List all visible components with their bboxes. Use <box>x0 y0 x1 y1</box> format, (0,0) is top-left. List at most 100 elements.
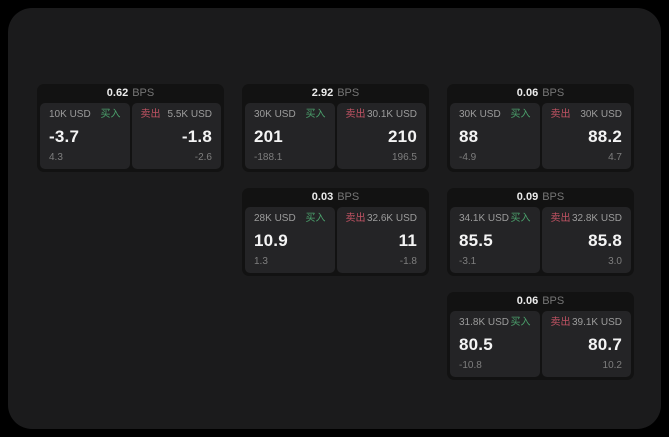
sell-price: 11 <box>398 231 417 250</box>
sell-change: 10.2 <box>602 360 622 371</box>
sell-price: 80.7 <box>588 335 622 354</box>
spread-unit-label: BPS <box>542 87 565 99</box>
bid-ask-panels: 28K USD 买入 10.9 1.3 卖出 32.6K USD 11 -1.8 <box>245 207 426 273</box>
buy-panel[interactable]: 30K USD 买入 88 -4.9 <box>450 103 540 169</box>
sell-side-label: 卖出 <box>550 213 571 224</box>
sell-change: 4.7 <box>608 152 622 163</box>
sell-panel[interactable]: 卖出 5.5K USD -1.8 -2.6 <box>131 103 221 169</box>
sell-side-label: 卖出 <box>550 109 571 120</box>
buy-price: 201 <box>254 127 283 146</box>
spread-unit-label: BPS <box>337 87 360 99</box>
buy-panel-top: 34.1K USD 买入 <box>459 214 531 224</box>
sell-panel[interactable]: 卖出 32.8K USD 85.8 3.0 <box>541 207 631 273</box>
spread-value: 0.09 <box>516 191 539 203</box>
sell-price: 88.2 <box>588 127 622 146</box>
buy-side-label: 买入 <box>510 109 531 120</box>
sell-side-label: 卖出 <box>345 213 366 224</box>
sell-change: 3.0 <box>608 256 622 267</box>
buy-amount: 30K USD <box>254 109 296 120</box>
spread-value: 0.62 <box>106 87 129 99</box>
sell-amount: 39.1K USD <box>571 317 622 328</box>
spread-header: 0.06 BPS <box>450 84 631 103</box>
buy-price: 85.5 <box>459 231 493 250</box>
sell-change: -2.6 <box>194 152 212 163</box>
buy-side-label: 买入 <box>305 109 326 120</box>
sell-side-label: 卖出 <box>345 109 366 120</box>
buy-side-label: 买入 <box>305 213 326 224</box>
sell-price: 85.8 <box>588 231 622 250</box>
buy-change: -4.9 <box>459 152 477 163</box>
buy-side-label: 买入 <box>510 213 531 224</box>
sell-panel-top: 卖出 32.8K USD <box>551 214 623 224</box>
buy-panel-top: 30K USD 买入 <box>459 110 531 120</box>
bid-ask-panels: 31.8K USD 买入 80.5 -10.8 卖出 39.1K USD 80.… <box>450 311 631 377</box>
quote-card: 0.09 BPS 34.1K USD 买入 85.5 -3.1 卖出 32.8K… <box>447 188 634 276</box>
buy-side-label: 买入 <box>510 317 531 328</box>
quote-card: 0.06 BPS 31.8K USD 买入 80.5 -10.8 卖出 39.1… <box>447 292 634 380</box>
buy-panel[interactable]: 10K USD 买入 -3.7 4.3 <box>40 103 130 169</box>
quote-card: 0.06 BPS 30K USD 买入 88 -4.9 卖出 30K USD <box>447 84 634 172</box>
quote-cards-grid: 0.62 BPS 10K USD 买入 -3.7 4.3 卖出 5.5K USD <box>37 84 634 380</box>
buy-panel-top: 31.8K USD 买入 <box>459 318 531 328</box>
spread-header: 0.03 BPS <box>245 188 426 207</box>
buy-price: -3.7 <box>49 127 80 146</box>
sell-panel[interactable]: 卖出 30.1K USD 210 196.5 <box>336 103 426 169</box>
buy-panel-top: 10K USD 买入 <box>49 110 121 120</box>
quote-card: 0.62 BPS 10K USD 买入 -3.7 4.3 卖出 5.5K USD <box>37 84 224 172</box>
bid-ask-panels: 30K USD 买入 201 -188.1 卖出 30.1K USD 210 1… <box>245 103 426 169</box>
quote-card: 2.92 BPS 30K USD 买入 201 -188.1 卖出 30.1K … <box>242 84 429 172</box>
buy-price: 80.5 <box>459 335 493 354</box>
buy-amount: 10K USD <box>49 109 91 120</box>
spread-header: 2.92 BPS <box>245 84 426 103</box>
spread-value: 0.06 <box>516 87 539 99</box>
sell-amount: 32.6K USD <box>366 213 417 224</box>
spread-unit-label: BPS <box>542 295 565 307</box>
buy-panel[interactable]: 28K USD 买入 10.9 1.3 <box>245 207 335 273</box>
buy-amount: 28K USD <box>254 213 296 224</box>
sell-panel-top: 卖出 30K USD <box>551 110 623 120</box>
quote-card: 0.03 BPS 28K USD 买入 10.9 1.3 卖出 32.6K US… <box>242 188 429 276</box>
buy-change: -188.1 <box>254 152 283 163</box>
sell-price: 210 <box>388 127 417 146</box>
sell-amount: 32.8K USD <box>571 213 622 224</box>
spread-unit-label: BPS <box>132 87 155 99</box>
buy-amount: 31.8K USD <box>459 317 510 328</box>
buy-panel[interactable]: 30K USD 买入 201 -188.1 <box>245 103 335 169</box>
sell-panel-top: 卖出 30.1K USD <box>346 110 418 120</box>
buy-change: 1.3 <box>254 256 268 267</box>
buy-panel[interactable]: 31.8K USD 买入 80.5 -10.8 <box>450 311 540 377</box>
sell-amount: 30K USD <box>580 109 622 120</box>
buy-side-label: 买入 <box>100 109 121 120</box>
sell-amount: 5.5K USD <box>167 109 212 120</box>
buy-change: 4.3 <box>49 152 63 163</box>
sell-panel[interactable]: 卖出 39.1K USD 80.7 10.2 <box>541 311 631 377</box>
buy-panel-top: 28K USD 买入 <box>254 214 326 224</box>
bid-ask-panels: 10K USD 买入 -3.7 4.3 卖出 5.5K USD -1.8 -2.… <box>40 103 221 169</box>
spread-header: 0.09 BPS <box>450 188 631 207</box>
spread-unit-label: BPS <box>542 191 565 203</box>
sell-panel[interactable]: 卖出 30K USD 88.2 4.7 <box>541 103 631 169</box>
sell-panel[interactable]: 卖出 32.6K USD 11 -1.8 <box>336 207 426 273</box>
sell-change: -1.8 <box>399 256 417 267</box>
buy-price: 10.9 <box>254 231 288 250</box>
spread-header: 0.62 BPS <box>40 84 221 103</box>
sell-change: 196.5 <box>391 152 417 163</box>
sell-panel-top: 卖出 32.6K USD <box>346 214 418 224</box>
spread-unit-label: BPS <box>337 191 360 203</box>
buy-amount: 34.1K USD <box>459 213 510 224</box>
sell-side-label: 卖出 <box>140 109 161 120</box>
sell-amount: 30.1K USD <box>366 109 417 120</box>
buy-change: -3.1 <box>459 256 477 267</box>
bid-ask-panels: 34.1K USD 买入 85.5 -3.1 卖出 32.8K USD 85.8… <box>450 207 631 273</box>
spread-header: 0.06 BPS <box>450 292 631 311</box>
buy-panel[interactable]: 34.1K USD 买入 85.5 -3.1 <box>450 207 540 273</box>
spread-value: 2.92 <box>311 87 334 99</box>
quotes-dashboard-panel: 0.62 BPS 10K USD 买入 -3.7 4.3 卖出 5.5K USD <box>8 8 661 429</box>
sell-panel-top: 卖出 39.1K USD <box>551 318 623 328</box>
buy-amount: 30K USD <box>459 109 501 120</box>
buy-panel-top: 30K USD 买入 <box>254 110 326 120</box>
buy-price: 88 <box>459 127 479 146</box>
sell-side-label: 卖出 <box>550 317 571 328</box>
bid-ask-panels: 30K USD 买入 88 -4.9 卖出 30K USD 88.2 4.7 <box>450 103 631 169</box>
sell-panel-top: 卖出 5.5K USD <box>141 110 213 120</box>
